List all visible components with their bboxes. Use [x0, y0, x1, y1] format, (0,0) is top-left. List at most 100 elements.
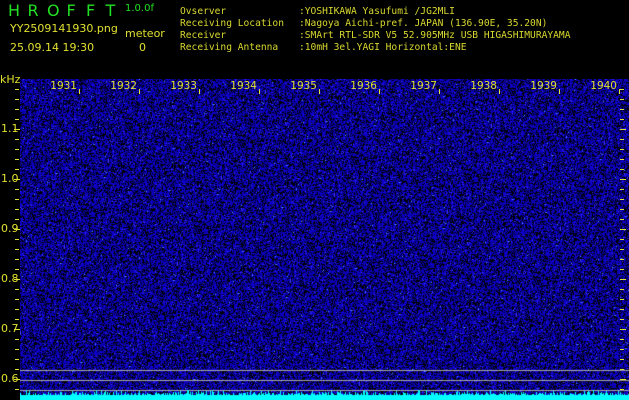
version-label: 1.0.0f [125, 3, 154, 14]
freq-label: 0.7 [1, 322, 19, 335]
freq-tick [620, 259, 624, 260]
freq-tick [15, 369, 19, 370]
freq-tick [620, 389, 624, 390]
freq-tick [620, 269, 624, 270]
freq-label: 0.8 [1, 272, 19, 285]
time-tick [499, 89, 500, 94]
freq-tick [14, 279, 20, 280]
time-label: 1933 [170, 80, 197, 92]
freq-tick [620, 109, 624, 110]
freq-label: 0.9 [1, 222, 19, 235]
info-label: Receiving Antenna [180, 42, 279, 53]
freq-tick [15, 149, 19, 150]
title-letter: F [86, 1, 96, 20]
freq-label: 1.0 [1, 172, 19, 185]
freq-tick [15, 349, 19, 350]
freq-tick [15, 119, 19, 120]
time-tick [199, 89, 200, 94]
freq-tick [620, 119, 624, 120]
freq-label: 1.1 [1, 122, 19, 135]
time-label: 1939 [530, 80, 557, 92]
time-label: 1934 [230, 80, 257, 92]
freq-tick [15, 259, 19, 260]
y-unit-label: kHz [0, 73, 21, 86]
freq-tick [620, 339, 624, 340]
freq-tick [15, 359, 19, 360]
freq-tick [15, 299, 19, 300]
freq-tick [14, 329, 20, 330]
time-tick [439, 89, 440, 94]
freq-tick [15, 199, 19, 200]
freq-tick [620, 99, 624, 100]
freq-tick [15, 189, 19, 190]
info-value: :YOSHIKAWA Yasufumi /JG2MLI [299, 6, 455, 17]
freq-tick [620, 229, 626, 230]
info-value: :SMArt RTL-SDR V5 52.905MHz USB HIGASHIM… [299, 30, 571, 41]
time-label: 1932 [110, 80, 137, 92]
time-tick [379, 89, 380, 94]
info-value: :Nagoya Aichi-pref. JAPAN (136.90E, 35.2… [299, 18, 548, 29]
title-letter: F [66, 1, 76, 20]
freq-tick [15, 219, 19, 220]
freq-tick [15, 249, 19, 250]
freq-tick [15, 109, 19, 110]
spectrogram-canvas [20, 79, 629, 400]
freq-tick [620, 249, 624, 250]
info-label: Ovserver [180, 6, 227, 17]
time-tick [559, 89, 560, 94]
freq-tick [620, 309, 624, 310]
time-tick [259, 89, 260, 94]
freq-tick [15, 289, 19, 290]
freq-tick [620, 219, 624, 220]
meteor-count: 0 [139, 41, 146, 54]
info-label: Receiver [180, 30, 227, 41]
freq-tick [15, 389, 19, 390]
time-tick [79, 89, 80, 94]
meteor-label: meteor [125, 27, 165, 40]
freq-tick [620, 379, 626, 380]
freq-tick [15, 319, 19, 320]
time-label: 1936 [350, 80, 377, 92]
info-antenna: Receiving Antenna :10mH 3el.YAGI Horizont… [180, 42, 467, 53]
time-label: 1938 [470, 80, 497, 92]
freq-tick [620, 239, 624, 240]
time-label: 1935 [290, 80, 317, 92]
freq-tick [620, 149, 624, 150]
freq-tick [15, 209, 19, 210]
freq-tick [620, 139, 624, 140]
freq-tick [620, 189, 624, 190]
time-label: 1931 [50, 80, 77, 92]
freq-tick [15, 139, 19, 140]
title-letter: T [105, 1, 116, 20]
filename-label: YY2509141930.png [10, 22, 118, 35]
time-label: 1937 [410, 80, 437, 92]
freq-tick [620, 289, 624, 290]
info-location: Receiving Location:Nagoya Aichi-pref. JA… [180, 18, 547, 29]
freq-tick [620, 349, 624, 350]
freq-tick [15, 309, 19, 310]
time-tick [319, 89, 320, 94]
time-label: 1940 [590, 80, 617, 92]
freq-label: 0.6 [1, 372, 19, 385]
info-value: :10mH 3el.YAGI Horizontal:ENE [299, 42, 467, 53]
freq-tick [15, 159, 19, 160]
title-letter: H [8, 1, 21, 20]
freq-tick [620, 359, 624, 360]
freq-tick [15, 269, 19, 270]
freq-tick [620, 319, 624, 320]
freq-tick [620, 89, 624, 90]
freq-tick [620, 129, 626, 130]
freq-tick [620, 299, 624, 300]
freq-tick [620, 179, 626, 180]
freq-tick [15, 169, 19, 170]
freq-tick [620, 329, 626, 330]
time-tick [139, 89, 140, 94]
freq-tick [620, 159, 624, 160]
freq-tick [15, 239, 19, 240]
freq-tick [620, 199, 624, 200]
info-observer: Ovserver :YOSHIKAWA Yasufumi /JG2MLI [180, 6, 455, 17]
freq-tick [14, 379, 20, 380]
freq-tick [15, 99, 19, 100]
